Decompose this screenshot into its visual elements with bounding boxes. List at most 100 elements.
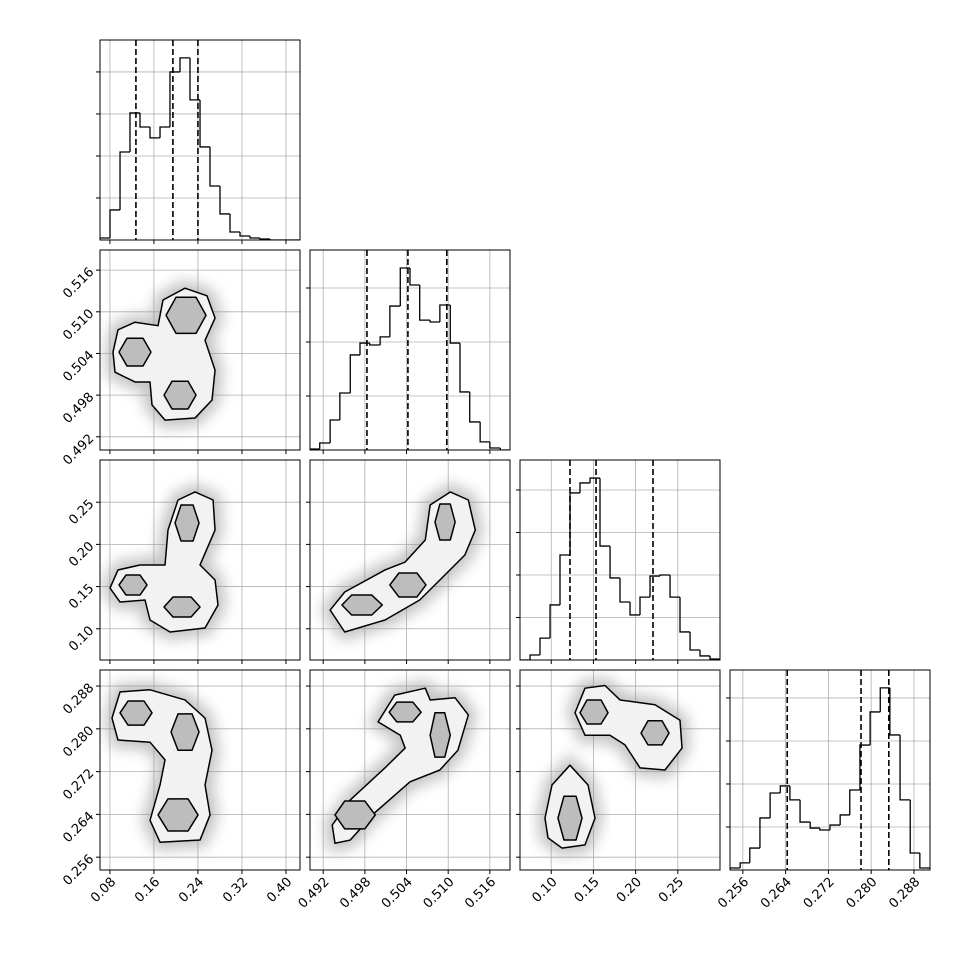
histogram-bin xyxy=(919,853,930,870)
panel-frame xyxy=(309,459,511,661)
histogram-bin xyxy=(129,112,140,152)
histogram-bin xyxy=(139,112,151,128)
histogram-bin xyxy=(329,419,340,443)
y-tick-label: 0.516 xyxy=(60,265,97,302)
histogram-bin xyxy=(609,546,620,579)
panel-frame xyxy=(519,459,721,661)
histogram-bin xyxy=(179,57,191,72)
histogram-bin xyxy=(159,126,170,138)
histogram-bin xyxy=(369,343,381,346)
histogram-bin xyxy=(739,862,750,868)
histogram-bin xyxy=(339,392,351,421)
contour-inner xyxy=(165,296,207,335)
y-tick-label: 0.272 xyxy=(60,766,97,803)
histogram-bin xyxy=(909,799,920,854)
x-tick-label: 0.492 xyxy=(296,875,333,912)
histogram-bin xyxy=(639,596,651,615)
histogram-bin xyxy=(699,650,711,657)
contour-inner xyxy=(118,337,152,367)
histogram-bin xyxy=(689,631,700,651)
contour-inner xyxy=(341,594,383,616)
histogram-bin xyxy=(119,151,130,210)
histogram-bin xyxy=(100,237,111,240)
histogram-bin xyxy=(789,785,801,801)
contour-inner xyxy=(388,701,422,723)
x-tick-label: 0.25 xyxy=(656,875,687,906)
x-tick-label: 0.516 xyxy=(462,875,499,912)
histogram-bin xyxy=(529,654,540,660)
x-tick-label: 0.24 xyxy=(176,875,207,906)
contour-inner xyxy=(557,795,583,841)
histogram-bin xyxy=(379,336,390,345)
x-tick-label: 0.498 xyxy=(337,875,374,912)
panel-frame xyxy=(729,669,931,871)
histogram-bin xyxy=(539,637,551,656)
histogram-bin xyxy=(409,268,420,286)
histogram-bin xyxy=(619,577,631,603)
panel-frame xyxy=(309,669,511,871)
histogram-bin xyxy=(149,126,161,139)
contour-inner xyxy=(118,574,148,596)
x-tick-label: 0.08 xyxy=(88,875,119,906)
histogram-bin xyxy=(659,574,671,577)
contour-inner xyxy=(163,380,197,410)
y-tick-label: 0.498 xyxy=(60,390,97,427)
histogram-bin xyxy=(259,238,271,240)
histogram-bin xyxy=(109,209,121,239)
contour-inner xyxy=(334,800,377,830)
x-tick-label: 0.264 xyxy=(758,875,795,912)
panel-frame xyxy=(99,459,301,661)
histogram-bin xyxy=(629,601,640,616)
x-tick-label: 0.272 xyxy=(801,875,838,912)
histogram-bin xyxy=(209,146,220,187)
contour-inner xyxy=(170,713,200,751)
contour-inner xyxy=(429,712,452,758)
x-tick-label: 0.40 xyxy=(264,875,295,906)
histogram-bin xyxy=(709,655,720,660)
contour-inner xyxy=(434,503,456,541)
x-tick-label: 0.20 xyxy=(614,875,645,906)
contour-inner xyxy=(579,699,609,725)
histogram-bin xyxy=(479,421,490,443)
y-tick-label: 0.492 xyxy=(60,432,97,469)
histogram-bin xyxy=(189,57,201,101)
histogram-bin xyxy=(819,828,830,831)
y-tick-label: 0.15 xyxy=(66,581,97,612)
histogram-bin xyxy=(649,575,660,598)
x-tick-label: 0.510 xyxy=(421,875,458,912)
contour-inner xyxy=(389,572,427,598)
histogram-bin xyxy=(779,785,790,794)
histogram-bin xyxy=(169,71,180,127)
contour-inner xyxy=(174,504,200,542)
x-tick-label: 0.15 xyxy=(572,875,603,906)
histogram-bin xyxy=(769,792,781,818)
histogram-bin xyxy=(319,442,331,450)
y-tick-label: 0.510 xyxy=(60,307,97,344)
histogram-bin xyxy=(389,305,401,337)
histogram-bin xyxy=(799,799,811,823)
histogram-bin xyxy=(569,492,580,556)
histogram-panel xyxy=(96,39,301,244)
histogram-bin xyxy=(349,354,360,394)
histogram-bin xyxy=(599,478,611,547)
y-tick-label: 0.20 xyxy=(66,539,97,570)
histogram-bin xyxy=(429,320,440,323)
histogram-bin xyxy=(759,817,771,849)
x-tick-label: 0.288 xyxy=(886,875,923,912)
histogram-bin xyxy=(589,477,600,483)
histogram-bin xyxy=(219,186,231,215)
histogram-panel xyxy=(516,459,721,664)
histogram-bin xyxy=(679,597,691,633)
histogram-bin xyxy=(549,604,560,639)
joint-panel xyxy=(306,459,511,664)
contour-inner xyxy=(163,596,201,618)
histogram-bin xyxy=(239,232,250,237)
joint-panel: 0.10 0.15 0.20 0.25 xyxy=(516,669,721,906)
histogram-bin xyxy=(419,285,431,321)
histogram-bin xyxy=(249,236,260,239)
panel-frame xyxy=(99,39,301,241)
contour-inner xyxy=(119,700,153,726)
x-tick-label: 0.504 xyxy=(379,875,416,912)
